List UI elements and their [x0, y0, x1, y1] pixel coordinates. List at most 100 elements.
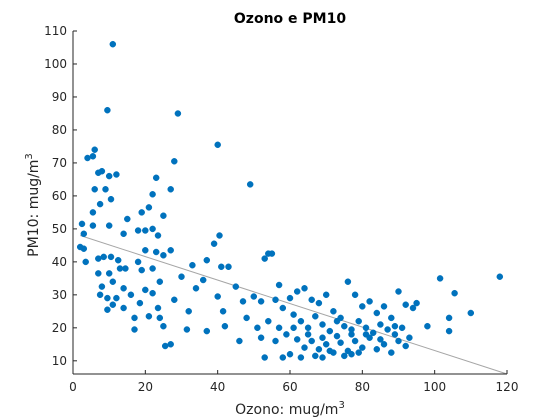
data-point [192, 285, 200, 292]
data-point [78, 220, 86, 228]
data-point [373, 309, 381, 317]
y-tick-label: 30 [52, 288, 67, 302]
data-point [107, 253, 115, 261]
data-point [359, 303, 366, 310]
data-point [236, 337, 243, 345]
data-point [319, 354, 326, 361]
data-point [91, 186, 98, 193]
plot-area [76, 40, 508, 375]
data-point [120, 285, 127, 292]
data-point [250, 293, 258, 300]
data-point [380, 303, 388, 310]
data-point [95, 169, 102, 177]
data-point [246, 181, 254, 188]
data-point [232, 283, 240, 290]
data-point [113, 171, 120, 178]
data-point [89, 209, 97, 216]
data-point [330, 308, 337, 315]
data-point [104, 306, 111, 313]
data-point [122, 265, 129, 272]
data-point [384, 326, 391, 333]
y-tick-label: 10 [52, 354, 67, 368]
data-point [203, 256, 211, 264]
y-axis-label: PM10: mug/m3 [24, 153, 42, 257]
data-point [341, 322, 348, 330]
data-point [315, 299, 323, 307]
data-point [312, 313, 319, 320]
data-point [138, 266, 145, 274]
data-point [219, 308, 227, 315]
data-point [113, 294, 120, 302]
data-point [185, 308, 192, 315]
data-point [261, 354, 268, 361]
data-point [105, 222, 113, 229]
data-point [167, 247, 174, 254]
data-point [395, 288, 402, 295]
x-tick-label: 0 [69, 380, 77, 394]
data-point [82, 258, 89, 266]
data-point [319, 334, 326, 341]
data-point [333, 332, 341, 340]
data-point [362, 331, 370, 338]
data-point [167, 341, 174, 348]
data-point [95, 270, 102, 277]
data-point [424, 322, 431, 330]
data-point [161, 342, 169, 350]
data-point [261, 255, 268, 262]
data-point [102, 186, 109, 193]
data-point [142, 227, 149, 234]
data-point [293, 288, 301, 295]
data-point [409, 304, 417, 312]
data-point [171, 158, 178, 165]
data-point [402, 342, 409, 350]
data-point [366, 298, 373, 305]
data-point [283, 331, 290, 338]
data-point [351, 337, 359, 345]
data-point [275, 324, 283, 332]
data-point [104, 106, 111, 114]
data-point [312, 352, 319, 360]
data-point [134, 258, 142, 266]
data-point [257, 298, 265, 305]
data-point [96, 200, 104, 208]
data-point [301, 344, 308, 351]
data-point [268, 250, 276, 257]
data-point [156, 314, 164, 322]
data-point [154, 304, 162, 312]
data-point [293, 336, 301, 343]
data-point [105, 172, 113, 180]
data-point [380, 341, 388, 348]
data-point [348, 326, 355, 333]
data-point [167, 186, 174, 193]
x-tick-label: 120 [496, 380, 519, 394]
data-point [398, 324, 406, 332]
data-point [134, 227, 142, 234]
data-point [152, 174, 160, 182]
data-point [373, 346, 381, 353]
data-point [445, 327, 453, 335]
data-point [322, 341, 330, 348]
data-point [445, 314, 453, 322]
y-axis: 10 20 30 40 50 60 70 80 90 100 110 [44, 24, 77, 374]
data-point [369, 329, 377, 337]
data-point [362, 324, 370, 332]
data-point [326, 327, 334, 335]
data-point [225, 263, 232, 271]
data-point [413, 299, 420, 307]
data-point [116, 265, 124, 272]
data-point [160, 212, 167, 219]
data-point [149, 265, 156, 272]
data-point [402, 301, 409, 308]
data-point [160, 252, 167, 259]
data-point [257, 334, 265, 341]
x-axis: 0 20 40 60 80 100 120 [69, 370, 518, 394]
y-tick-label: 20 [52, 321, 67, 335]
data-point [304, 331, 312, 338]
data-point [239, 298, 247, 305]
data-point [326, 347, 334, 355]
data-point [308, 296, 315, 304]
data-point [199, 276, 207, 284]
data-point [308, 337, 315, 345]
data-point [348, 350, 355, 358]
data-point [341, 352, 348, 360]
